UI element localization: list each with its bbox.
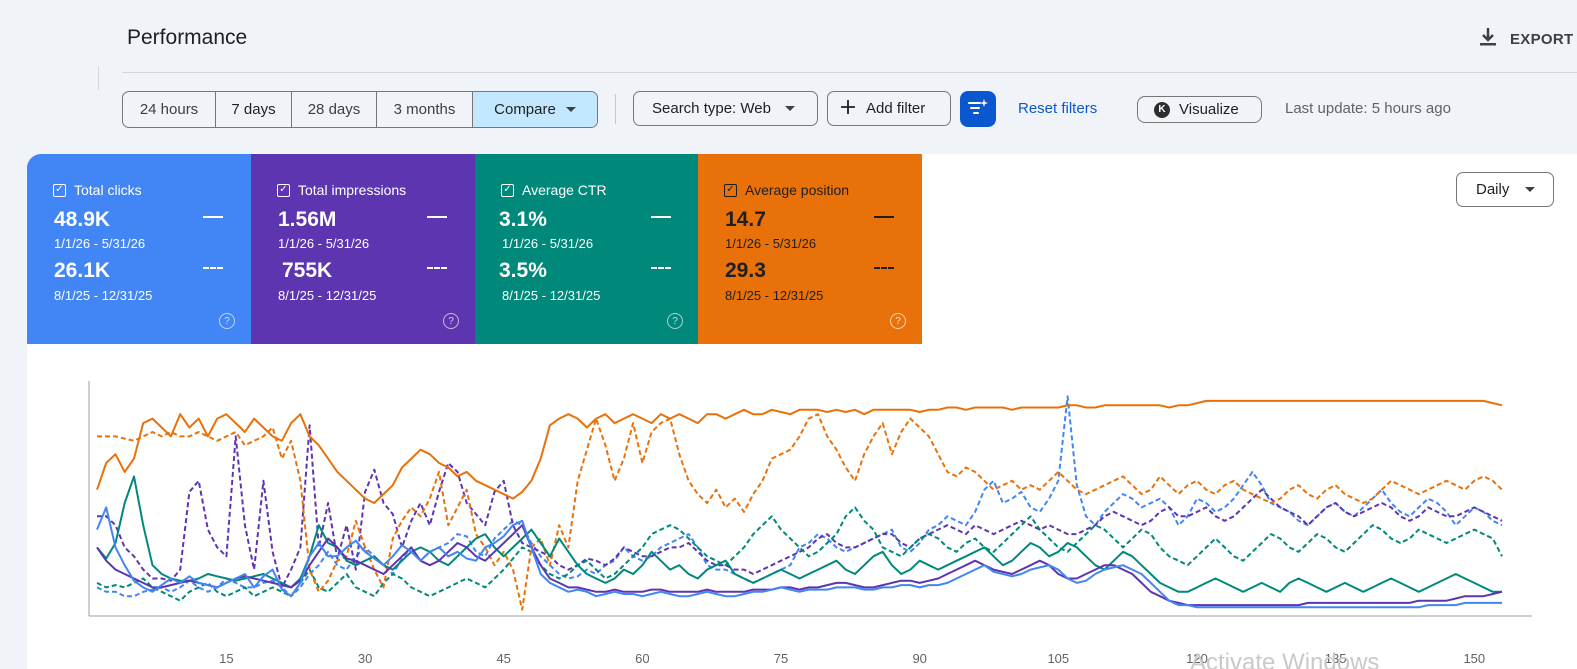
x-tick-label: 150 [1463,651,1485,666]
range-28-days[interactable]: 28 days [292,92,377,127]
metric-value-current: 3.1% [499,208,547,231]
range-3-months[interactable]: 3 months [377,92,473,127]
metric-range-current: 1/1/26 - 5/31/26 [502,236,594,251]
toolbar-divider [615,94,616,124]
search-type-label: Search type: Web [652,100,771,117]
date-range-selector: 24 hours 7 days 28 days 3 months Compare [122,91,598,128]
dropdown-arrow-icon [1525,187,1536,192]
metric-range-current: 1/1/26 - 5/31/26 [278,236,370,251]
checkbox-checked-icon[interactable]: ✓ [53,183,66,197]
help-icon[interactable]: ? [890,313,906,329]
series-line-clicks-current [96,506,1502,609]
page-title: Performance [127,26,248,49]
download-icon [1478,26,1498,52]
metric-label: ✓ Total impressions [277,182,406,198]
dashed-line-legend-icon [427,267,447,269]
x-tick-label: 105 [1047,651,1069,666]
metric-range-previous: 8/1/25 - 12/31/25 [54,288,153,303]
x-tick-label: 60 [635,651,649,666]
help-icon[interactable]: ? [667,313,683,329]
metric-value-current: 14.7 [725,208,766,231]
metric-range-previous: 8/1/25 - 12/31/25 [502,288,601,303]
metric-range-current: 1/1/26 - 5/31/26 [725,236,817,251]
metric-label: ✓ Average CTR [501,182,607,198]
visualize-button[interactable]: K Visualize [1137,96,1262,123]
checkbox-checked-icon[interactable]: ✓ [724,183,737,197]
dropdown-arrow-icon [565,107,576,112]
range-24-hours[interactable]: 24 hours [123,92,216,127]
export-label: EXPORT [1510,30,1574,48]
metric-range-previous: 8/1/25 - 12/31/25 [725,288,824,303]
metric-value-current: 1.56M [278,208,337,231]
x-tick-label: 75 [774,651,788,666]
solid-line-legend-icon [203,216,223,218]
x-tick-label: 30 [358,651,372,666]
series-line-impressions-previous [97,424,1503,589]
metric-label: ✓ Total clicks [53,182,142,198]
visualize-label: Visualize [1179,101,1239,118]
divider [98,66,99,90]
metric-value-previous: 755K [282,259,333,282]
x-tick-label: 15 [219,651,233,666]
metric-range-previous: 8/1/25 - 12/31/25 [278,288,377,303]
header-divider [122,72,1577,73]
range-7-days[interactable]: 7 days [216,92,292,127]
granularity-label: Daily [1476,181,1510,198]
metric-range-current: 1/1/26 - 5/31/26 [54,236,146,251]
metric-card-position[interactable]: ✓ Average position 14.7 1/1/26 - 5/31/26 … [698,154,922,344]
x-tick-label: 135 [1325,651,1347,666]
visualize-badge-icon: K [1154,101,1170,118]
dashed-line-legend-icon [874,267,894,269]
metric-value-previous: 29.3 [725,259,766,282]
export-button[interactable]: EXPORT [1478,26,1573,52]
metric-name: Total clicks [74,182,142,198]
metric-name: Average position [745,182,850,198]
series-line-ctr-current [96,475,1502,593]
x-tick-label: 90 [912,651,926,666]
checkbox-checked-icon[interactable]: ✓ [277,183,290,197]
performance-chart: 15 30 45 60 75 90 105 120 135 150 [88,381,1532,666]
series-line-impressions-current [96,524,1503,607]
plus-icon [840,99,856,119]
metric-name: Average CTR [522,182,607,198]
compare-label: Compare [494,101,556,118]
solid-line-legend-icon [427,216,447,218]
metric-card-impressions[interactable]: ✓ Total impressions 1.56M 1/1/26 - 5/31/2… [251,154,475,344]
series-line-position-current [96,399,1503,504]
filter-settings-button[interactable] [960,91,996,127]
dropdown-arrow-icon [784,106,795,111]
search-type-dropdown[interactable]: Search type: Web [633,91,818,126]
metric-value-previous: 26.1K [54,259,111,282]
checkbox-checked-icon[interactable]: ✓ [501,183,514,197]
watermark-text: Activate Windows [1190,649,1380,669]
add-filter-label: Add filter [866,100,926,117]
metric-card-clicks[interactable]: ✓ Total clicks 48.9K 1/1/26 - 5/31/26 26.… [27,154,251,344]
dashed-line-legend-icon [203,267,223,269]
compare-button[interactable]: Compare [473,92,597,127]
solid-line-legend-icon [874,216,894,218]
help-icon[interactable]: ? [219,313,235,329]
filter-sparkle-icon [967,97,989,122]
series-line-ctr-previous [96,506,1503,602]
series-line-clicks-previous [96,395,1503,598]
performance-panel: ✓ Total clicks 48.9K 1/1/26 - 5/31/26 26.… [27,154,1577,669]
metric-label: ✓ Average position [724,182,849,198]
metric-card-ctr[interactable]: ✓ Average CTR 3.1% 1/1/26 - 5/31/26 3.5% … [475,154,699,344]
dashed-line-legend-icon [651,267,671,269]
add-filter-button[interactable]: Add filter [827,91,951,126]
x-tick-label: 120 [1186,651,1208,666]
last-update-text: Last update: 5 hours ago [1285,100,1451,117]
metric-value-previous: 3.5% [499,259,547,282]
metric-value-current: 48.9K [54,208,111,231]
granularity-dropdown[interactable]: Daily [1456,172,1554,207]
reset-filters-link[interactable]: Reset filters [1018,100,1098,117]
x-tick-label: 45 [496,651,510,666]
help-icon[interactable]: ? [443,313,459,329]
solid-line-legend-icon [651,216,671,218]
series-line-position-previous [97,413,1503,611]
metric-name: Total impressions [298,182,407,198]
